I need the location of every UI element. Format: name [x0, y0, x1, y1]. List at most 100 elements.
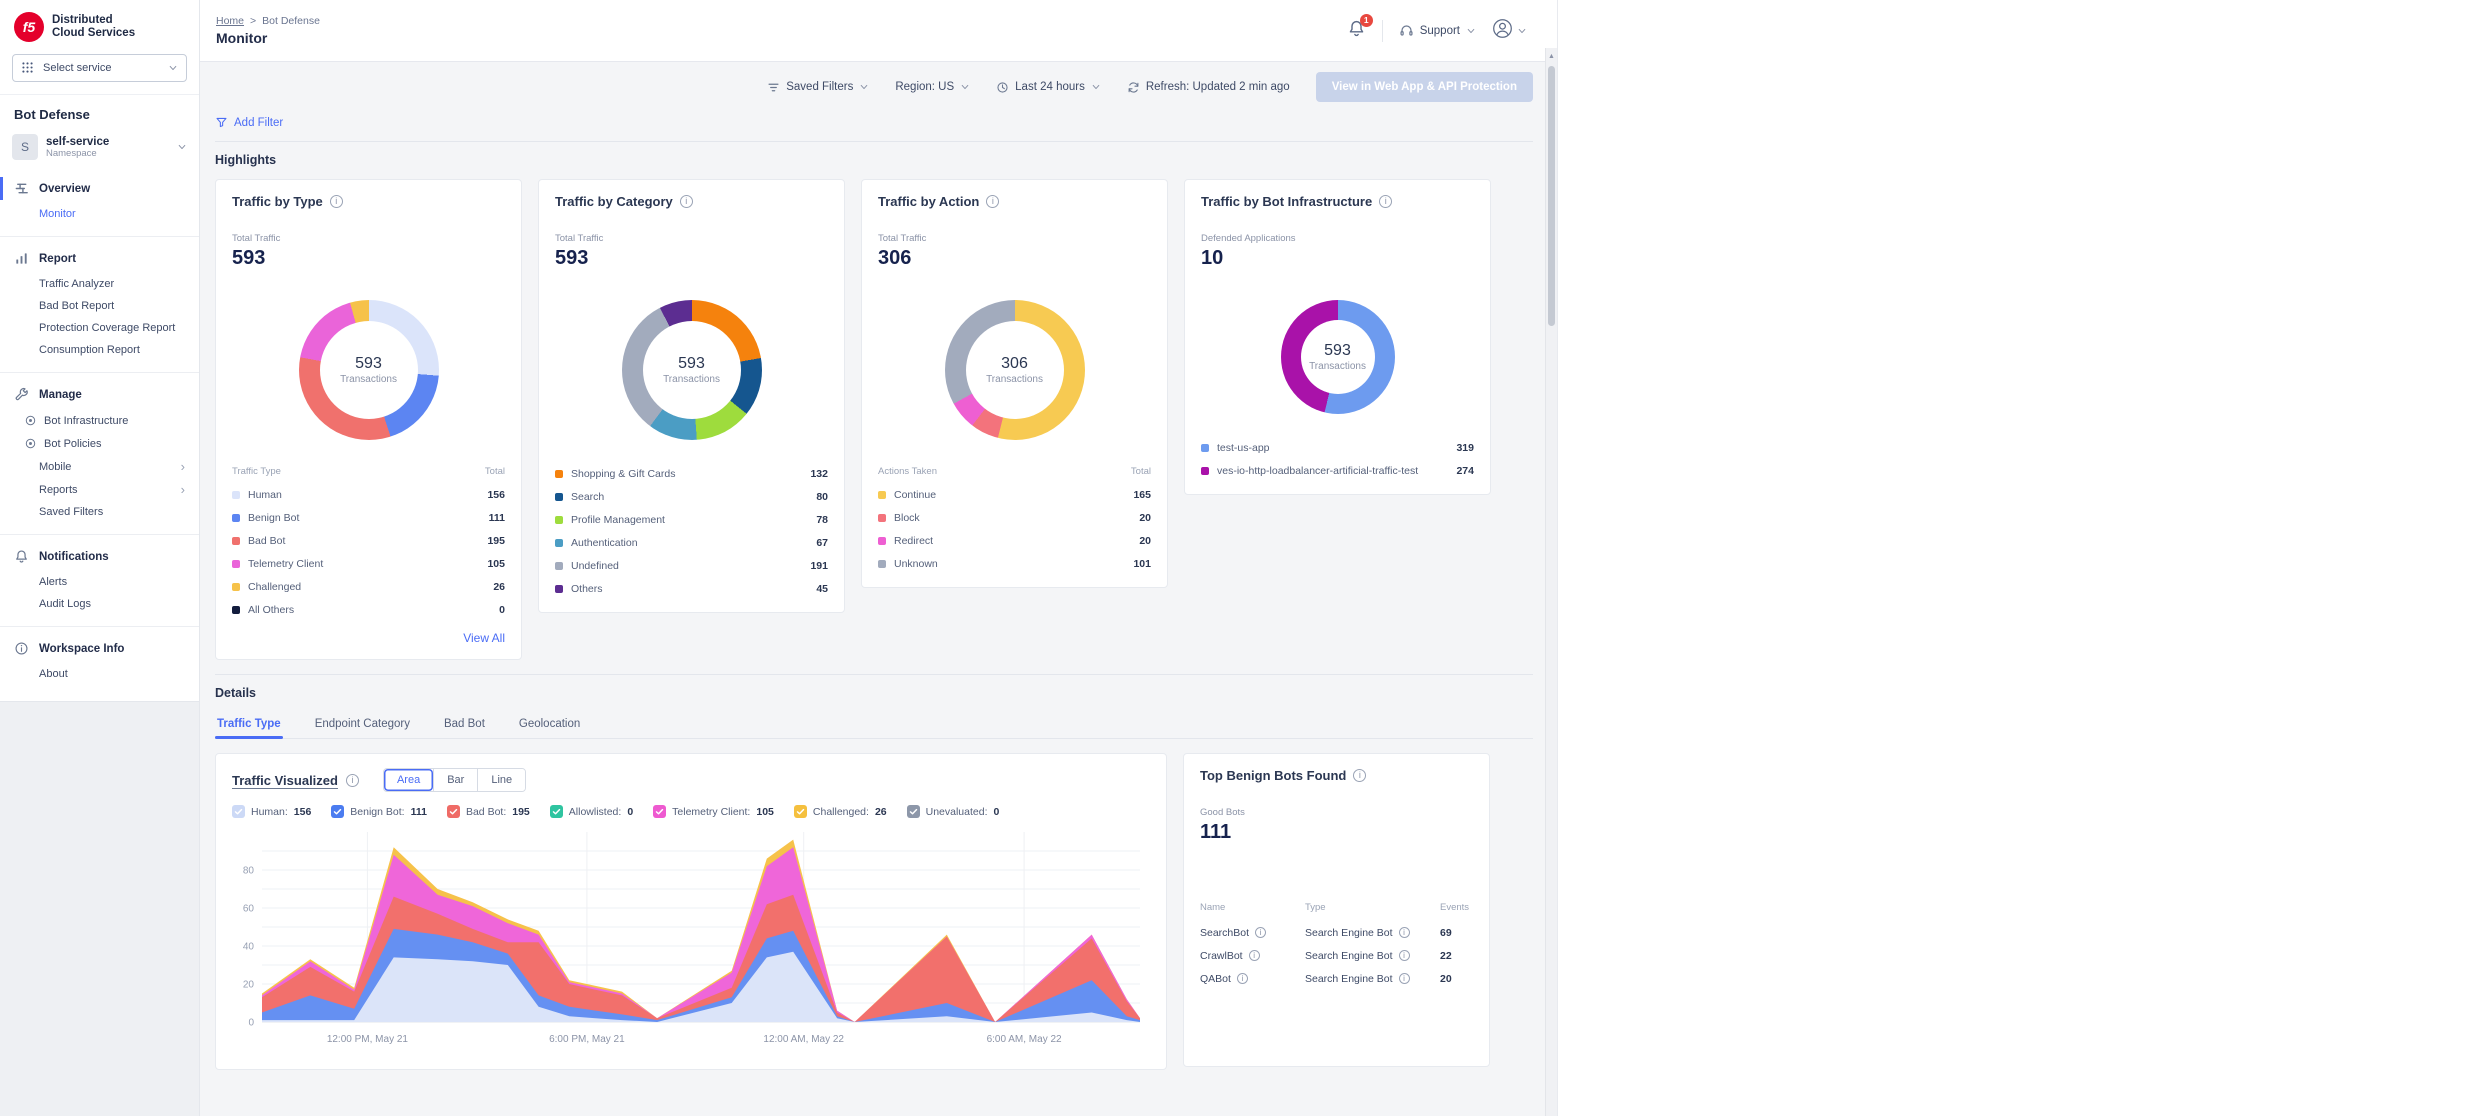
breadcrumb-home-link[interactable]: Home	[216, 15, 245, 27]
bot-name: QABot	[1200, 972, 1231, 985]
divider	[0, 534, 199, 535]
traffic-visualized-area-chart[interactable]: 0 20 40 60 80 12:00 PM, May 21 6:00 PM, May 21…	[232, 824, 1150, 1050]
sidebar-item-saved-filters[interactable]: Saved Filters	[0, 501, 199, 523]
divider	[215, 674, 1533, 675]
series-toggle-human[interactable]: Human: 156	[232, 805, 311, 818]
donut-center-label: Transactions	[1309, 361, 1366, 372]
info-icon[interactable]: i	[329, 195, 343, 208]
table-header-row: Name Type Events	[1200, 902, 1473, 921]
support-menu[interactable]: Support	[1399, 23, 1476, 38]
legend-value: 20	[1139, 511, 1151, 524]
sidebar-item-bot-infrastructure[interactable]: Bot Infrastructure	[0, 409, 199, 432]
legend-item-profile-management: Profile Management 78	[555, 508, 828, 531]
info-icon[interactable]: i	[986, 195, 1000, 208]
page-title: Monitor	[216, 30, 268, 46]
namespace-selector[interactable]: S self-service Namespace	[0, 130, 199, 172]
svg-text:40: 40	[243, 942, 255, 953]
sidebar-item-consumption-report[interactable]: Consumption Report	[0, 339, 199, 361]
view-bar-button[interactable]: Bar	[433, 769, 478, 791]
sidebar-item-protection-coverage-report[interactable]: Protection Coverage Report	[0, 317, 199, 339]
sidebar-section-label: Manage	[39, 388, 82, 401]
scrollbar[interactable]: ▲	[1545, 0, 1557, 1116]
info-icon[interactable]: i	[1353, 769, 1367, 782]
legend-item-authentication: Authentication 67	[555, 531, 828, 554]
series-toggle-label: Bad Bot:	[465, 805, 507, 818]
view-area-button[interactable]: Area	[383, 769, 434, 791]
tab-endpoint-category[interactable]: Endpoint Category	[314, 718, 410, 730]
sidebar-item-bad-bot-report[interactable]: Bad Bot Report	[0, 295, 199, 317]
clock-icon	[996, 81, 1009, 94]
sidebar-section-overview-header[interactable]: Overview	[0, 176, 199, 201]
scrollbar-thumb[interactable]	[1548, 66, 1555, 326]
add-filter-button[interactable]: Add Filter	[215, 116, 283, 129]
donut-center: 593 Transactions	[642, 321, 741, 419]
sidebar-item-reports[interactable]: Reports ›	[0, 478, 199, 501]
series-toggle-telemetry-client[interactable]: Telemetry Client: 105	[653, 805, 774, 818]
sidebar-item-monitor[interactable]: Monitor	[0, 203, 199, 225]
info-icon[interactable]: i	[1255, 927, 1267, 938]
grid-icon	[21, 61, 36, 76]
legend-item-human: Human 156	[232, 483, 505, 506]
sidebar-item-traffic-analyzer[interactable]: Traffic Analyzer	[0, 273, 199, 295]
sidebar-item-alerts[interactable]: Alerts	[0, 571, 199, 593]
donut-chart[interactable]: 593 Transactions	[298, 300, 439, 440]
select-service-dropdown[interactable]: Select service	[12, 54, 187, 82]
legend-value: 191	[810, 559, 828, 572]
legend-item-shopping-gift-cards: Shopping & Gift Cards 132	[555, 462, 828, 485]
tab-traffic-type[interactable]: Traffic Type	[215, 712, 283, 739]
traffic-visualized-title[interactable]: Traffic Visualized	[232, 772, 338, 788]
card-title: Traffic by Action	[878, 194, 980, 209]
sidebar-item-bot-policies[interactable]: Bot Policies	[0, 432, 199, 455]
series-toggle-allowlisted[interactable]: Allowlisted: 0	[549, 805, 633, 818]
svg-text:12:00 PM, May 21: 12:00 PM, May 21	[327, 1034, 409, 1045]
benign-bots-table: Name Type Events SearchBot i Search Engine Bo…	[1200, 902, 1473, 990]
info-icon[interactable]: i	[1398, 927, 1410, 938]
info-icon[interactable]: i	[1379, 195, 1393, 208]
donut-center-value: 593	[678, 355, 705, 372]
sidebar-section-report-header[interactable]: Report	[0, 246, 199, 271]
sidebar-item-about[interactable]: About	[0, 663, 199, 685]
column-header-name: Name	[1200, 902, 1226, 913]
series-toggle-unevaluated[interactable]: Unevaluated: 0	[906, 805, 999, 818]
view-all-link[interactable]: View All	[463, 631, 505, 645]
time-range-dropdown[interactable]: Last 24 hours	[996, 81, 1101, 94]
info-icon[interactable]: i	[1398, 973, 1410, 984]
donut-chart[interactable]: 593 Transactions	[621, 300, 762, 440]
tab-bad-bot[interactable]: Bad Bot	[443, 718, 485, 730]
sidebar-item-mobile[interactable]: Mobile ›	[0, 455, 199, 478]
sidebar-section-label: Workspace Info	[39, 642, 125, 655]
tab-geolocation[interactable]: Geolocation	[518, 718, 581, 730]
saved-filters-dropdown[interactable]: Saved Filters	[767, 81, 869, 94]
sidebar-section-manage-header[interactable]: Manage	[0, 382, 199, 407]
donut-center-value: 593	[1324, 342, 1351, 359]
legend-swatch	[878, 536, 886, 545]
donut-chart[interactable]: 306 Transactions	[944, 300, 1085, 440]
column-header-events: Events	[1440, 902, 1470, 913]
scrollbar-track[interactable]: ▲	[1545, 48, 1557, 1116]
series-toggle-challenged[interactable]: Challenged: 26	[793, 805, 887, 818]
filter-lines-icon	[767, 81, 780, 94]
region-dropdown[interactable]: Region: US	[895, 81, 970, 93]
sidebar-item-audit-logs[interactable]: Audit Logs	[0, 593, 199, 615]
series-toggle-label: Allowlisted:	[568, 805, 622, 818]
notifications-bell-button[interactable]: 1	[1347, 13, 1373, 43]
card-title: Traffic by Bot Infrastructure	[1201, 194, 1373, 209]
account-menu[interactable]	[1492, 18, 1527, 44]
donut-chart[interactable]: 593 Transactions	[1280, 300, 1395, 414]
info-icon[interactable]: i	[679, 195, 693, 208]
view-in-waap-button[interactable]: View in Web App & API Protection	[1315, 72, 1533, 102]
view-line-button[interactable]: Line	[477, 769, 526, 791]
sidebar-section-workspace-info-header[interactable]: Workspace Info	[0, 636, 199, 661]
series-toggle-benign-bot[interactable]: Benign Bot: 111	[331, 805, 427, 818]
sidebar-section-notifications-header[interactable]: Notifications	[0, 544, 199, 569]
checkbox-icon	[446, 805, 460, 818]
series-toggle-bad-bot[interactable]: Bad Bot: 195	[446, 805, 530, 818]
info-icon[interactable]: i	[1398, 950, 1410, 961]
info-icon	[14, 641, 29, 656]
scroll-up-icon[interactable]: ▲	[1548, 53, 1555, 60]
info-icon[interactable]: i	[345, 773, 359, 787]
brand-line1: Distributed	[52, 13, 113, 26]
refresh-button[interactable]: Refresh: Updated 2 min ago	[1127, 81, 1290, 94]
info-icon[interactable]: i	[1236, 973, 1248, 984]
info-icon[interactable]: i	[1248, 950, 1260, 961]
